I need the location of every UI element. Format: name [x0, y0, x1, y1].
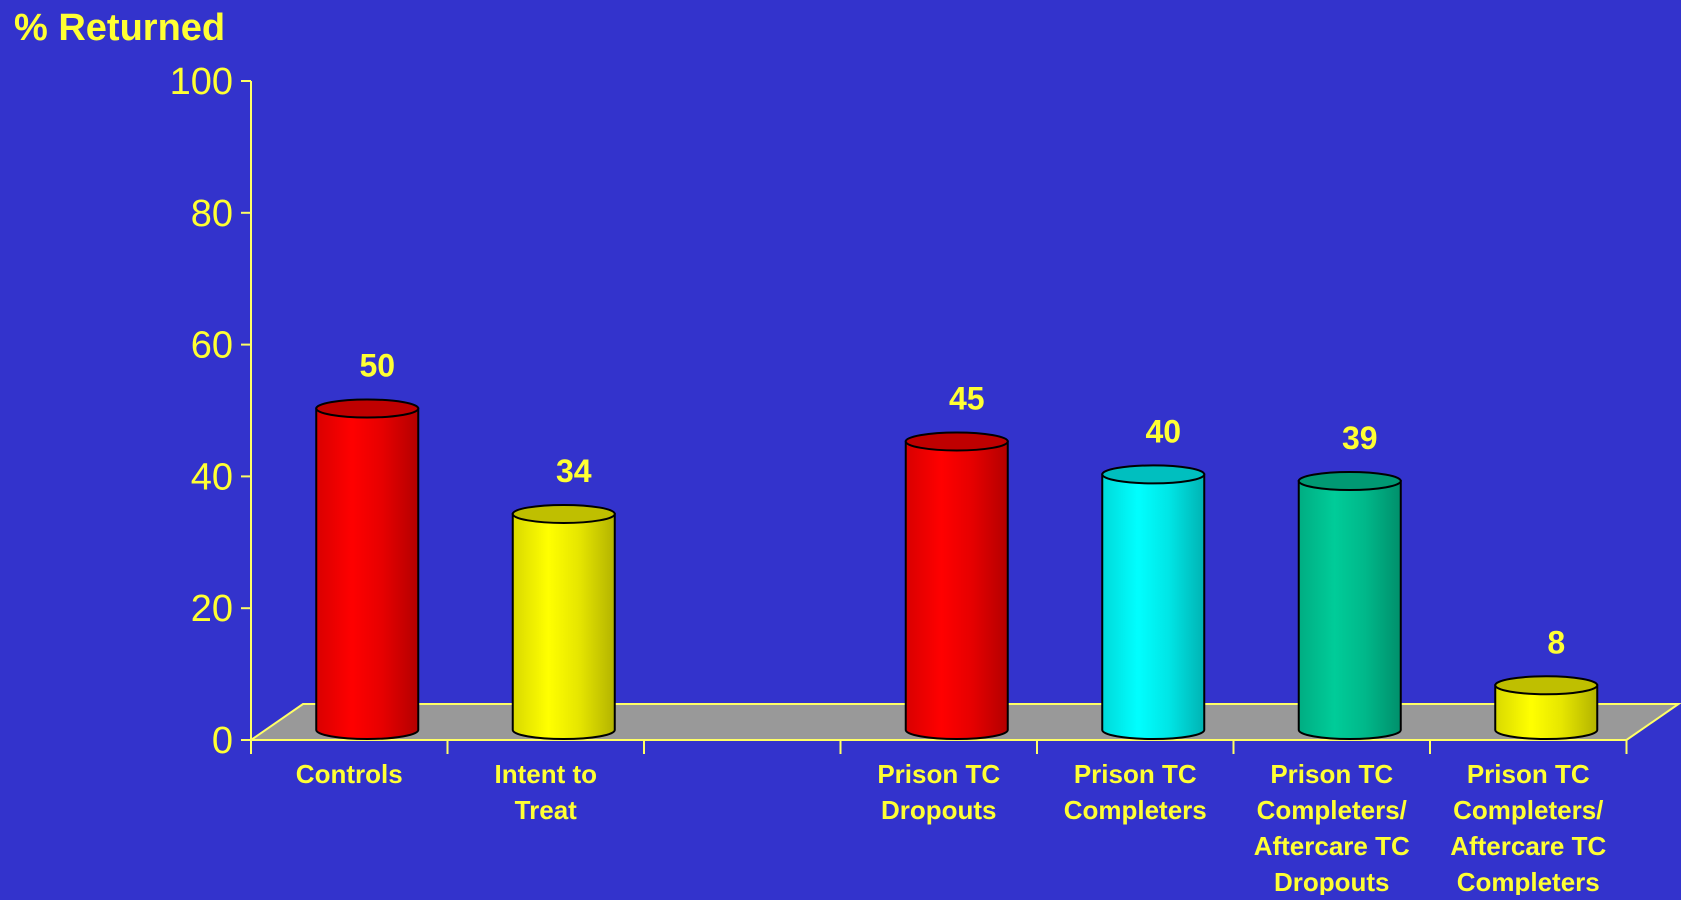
- bar-top: [904, 431, 1009, 452]
- y-tick-label: 80: [191, 193, 233, 235]
- bar-body: [1494, 684, 1599, 740]
- y-tick-label: 40: [191, 456, 233, 498]
- y-tick-label: 0: [212, 720, 233, 762]
- bar-body: [315, 407, 420, 740]
- x-tick-label: Prison TC Completers/Aftercare TC Dropouts: [1254, 759, 1410, 895]
- bar: [511, 503, 616, 740]
- data-label: 50: [359, 348, 395, 384]
- data-label: 45: [949, 380, 985, 416]
- y-tick-label: 20: [191, 588, 233, 630]
- x-tick-label: Prison TC Completers: [1064, 759, 1207, 825]
- data-label: 40: [1145, 413, 1181, 449]
- data-label: 39: [1342, 420, 1378, 456]
- data-label: 8: [1547, 624, 1565, 660]
- bar-body: [1297, 479, 1402, 740]
- data-label: 34: [556, 453, 592, 489]
- x-tick-label: Controls: [296, 759, 403, 789]
- x-tick-label: Intent to Treat: [494, 759, 597, 825]
- bar: [1297, 470, 1402, 740]
- bar: [315, 398, 420, 740]
- bar-top: [1494, 675, 1599, 696]
- bar-top: [1297, 470, 1402, 491]
- x-tick-label: Prison TC Completers/Aftercare TC Complete…: [1450, 759, 1606, 895]
- y-tick-label: 60: [191, 325, 233, 367]
- y-axis-title: % Returned: [14, 7, 225, 49]
- bar-body: [1101, 473, 1206, 740]
- bar: [1494, 675, 1599, 740]
- bar-top: [315, 398, 420, 419]
- bar-top: [511, 503, 616, 524]
- y-tick-label: 100: [170, 61, 233, 103]
- bar-body: [904, 440, 1009, 740]
- bar: [1101, 464, 1206, 740]
- bar-top: [1101, 464, 1206, 485]
- x-tick-label: Prison TC Dropouts: [877, 759, 1000, 825]
- bar: [904, 431, 1009, 740]
- bar-body: [511, 512, 616, 740]
